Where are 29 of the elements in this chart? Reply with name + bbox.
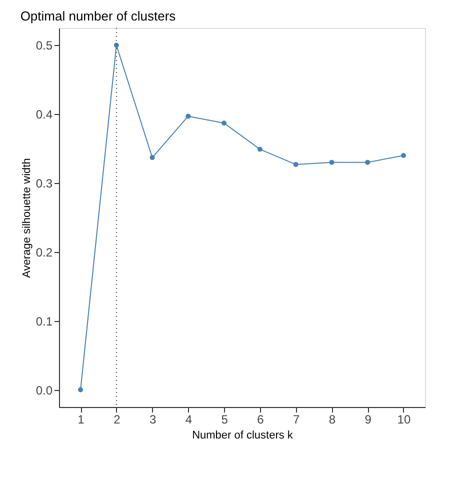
y-tick-label: 0.4 (36, 108, 53, 122)
chart-title: Optimal number of clusters (20, 8, 176, 24)
y-tick-label: 0.5 (36, 38, 53, 53)
y-tick-label: 0.3 (36, 176, 53, 191)
point (400, 152, 406, 158)
point (222, 120, 227, 126)
x-axis-title: Number of clusters k (192, 430, 294, 442)
x-tick-label: 2 (114, 412, 121, 426)
x-tick-label: 4 (185, 412, 192, 426)
x-tick-label: 6 (257, 412, 264, 426)
x-tick-label: 10 (397, 412, 411, 426)
point (329, 160, 334, 165)
point (186, 114, 191, 119)
point (257, 146, 262, 152)
point (150, 155, 155, 160)
y-tick-label: 0.1 (36, 314, 53, 328)
x-tick-label: 9 (364, 412, 372, 426)
y-tick-label: 0.2 (36, 245, 53, 260)
y-tick-label: 0.0 (36, 383, 53, 398)
point (365, 160, 370, 165)
y-axis-title: Average silhouette width (20, 158, 33, 278)
x-tick-label: 1 (78, 412, 85, 426)
point (78, 387, 84, 392)
x-tick-label: 5 (221, 412, 228, 426)
x-tick-label: 3 (149, 412, 156, 426)
x-tick-label: 8 (328, 412, 336, 426)
x-tick-label: 7 (292, 412, 300, 426)
point (114, 42, 119, 48)
point (293, 162, 298, 167)
